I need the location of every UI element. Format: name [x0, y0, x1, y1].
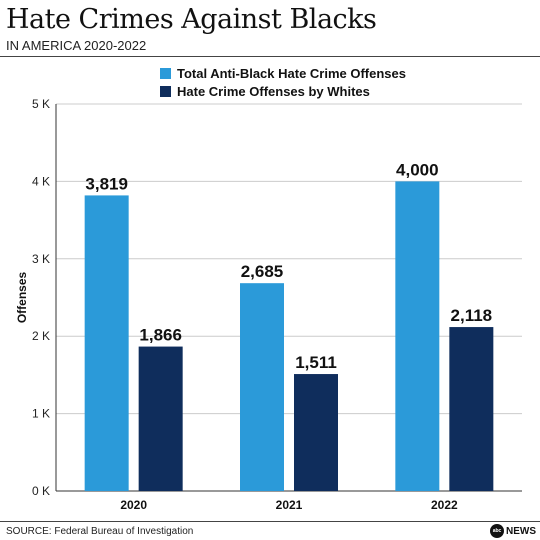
- data-label: 2,118: [451, 306, 493, 325]
- legend-swatch-total: [160, 67, 171, 79]
- data-label: 4,000: [396, 160, 439, 179]
- y-tick-label: 0 K: [32, 484, 50, 498]
- chart-title: Hate Crimes Against Blacks: [6, 4, 377, 35]
- bar-total-2020: [84, 195, 129, 491]
- y-axis-title: Offenses: [15, 272, 29, 324]
- abc-logo-text: NEWS: [506, 525, 536, 537]
- chart-subtitle: IN AMERICA 2020-2022: [6, 38, 147, 53]
- y-tick-label: 5 K: [32, 97, 50, 111]
- data-label: 1,511: [295, 353, 337, 372]
- y-tick-label: 4 K: [32, 174, 50, 188]
- legend-item-total: Total Anti-Black Hate Crime Offenses: [160, 64, 406, 82]
- data-label: 3,819: [85, 174, 128, 193]
- data-label: 1,866: [139, 326, 182, 345]
- y-tick-label: 3 K: [32, 252, 50, 266]
- bar-whites-2021: [294, 374, 338, 491]
- x-tick-label: 2022: [431, 498, 458, 512]
- y-tick-label: 1 K: [32, 407, 50, 421]
- x-tick-label: 2021: [276, 498, 303, 512]
- bar-chart: 0 K 1 K 2 K 3 K 4 K 5 K Offenses 3,819 1,866 2020…: [15, 97, 522, 512]
- source-note: SOURCE: Federal Bureau of Investigation: [6, 526, 194, 537]
- legend-swatch-whites: [160, 85, 171, 97]
- bar-total-2021: [240, 283, 284, 491]
- legend-item-whites: Hate Crime Offenses by Whites: [160, 82, 406, 100]
- header-divider: [0, 56, 540, 57]
- bar-whites-2022: [449, 327, 494, 491]
- footer-divider: [0, 521, 540, 522]
- abc-news-logo: abc NEWS: [490, 524, 536, 538]
- legend-label-whites: Hate Crime Offenses by Whites: [177, 83, 370, 99]
- data-label: 2,685: [241, 262, 284, 281]
- bar-total-2022: [395, 181, 440, 491]
- legend: Total Anti-Black Hate Crime Offenses Hat…: [160, 64, 406, 100]
- x-tick-label: 2020: [120, 498, 147, 512]
- legend-label-total: Total Anti-Black Hate Crime Offenses: [177, 65, 406, 81]
- bar-whites-2020: [138, 346, 183, 491]
- abc-logo-mark: abc: [490, 524, 504, 538]
- y-tick-label: 2 K: [32, 329, 50, 343]
